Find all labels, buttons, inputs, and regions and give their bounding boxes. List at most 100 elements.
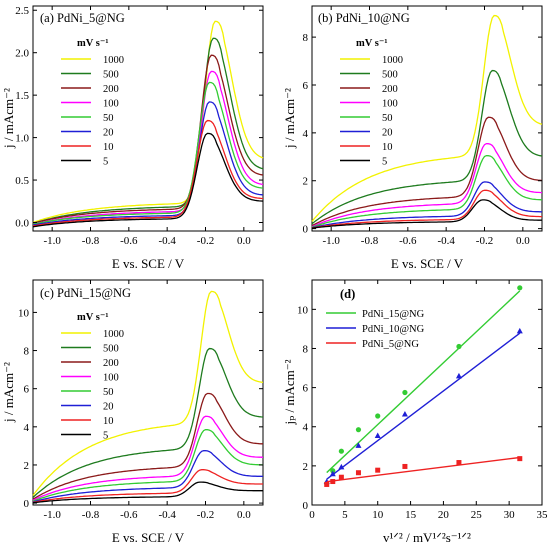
- legend-entry-label: 500: [382, 70, 398, 81]
- series-curve-20: [32, 101, 264, 226]
- series-curve-500: [311, 69, 543, 225]
- legend-title: mV s⁻¹: [77, 312, 109, 323]
- legend-entry-label: 10: [382, 142, 393, 153]
- y-tick-label: 2.5: [15, 5, 29, 17]
- panel-c-x-axis-label: E vs. SCE / V: [112, 530, 185, 545]
- y-tick-label: 6: [303, 383, 309, 395]
- panel-b-plot-frame: [311, 5, 543, 232]
- legend-entry-label: PdNi_15@NG: [362, 309, 425, 320]
- x-tick-label: -0.4: [437, 235, 455, 247]
- panel-b-x-axis-label: E vs. SCE / V: [391, 256, 464, 271]
- panel-b-ticks: -1.0 -0.8 -0.6 -0.4 -0.2 0.0 0 2 4 6 8: [303, 6, 542, 247]
- panel-b-curves: [311, 14, 543, 229]
- y-tick-label: 4: [303, 422, 309, 434]
- panel-c-plot-frame: [32, 279, 264, 506]
- panel-c: -1.0 -0.8 -0.6 -0.4 -0.2 0.0 0 2 4 6 8 10 mV s⁻¹ 100…: [1, 279, 264, 545]
- legend-entry-label: 20: [103, 402, 114, 413]
- x-tick-label: -0.6: [120, 235, 138, 247]
- data-point: [355, 442, 362, 448]
- series-curve-50: [32, 429, 263, 502]
- legend-entry-label: 20: [382, 128, 393, 139]
- x-tick-label: 20: [438, 509, 450, 521]
- series-curve-5: [32, 132, 264, 228]
- legend-entry-label: 200: [103, 84, 119, 95]
- y-tick-label: 6: [24, 384, 30, 396]
- data-point: [455, 372, 462, 379]
- series-curve-1000: [311, 14, 543, 222]
- series-curve-1000: [32, 290, 264, 496]
- legend-entry-label: 200: [103, 358, 119, 369]
- x-tick-label: -0.6: [120, 509, 138, 521]
- panel-a-ticks: -1.0 -0.8 -0.6 -0.4 -0.2 0.0 0.0 0.5 1.0 1.5 2.0 2.…: [15, 5, 263, 247]
- panel-c-y-axis-label: j / mAcm⁻²: [1, 362, 16, 423]
- y-tick-label: 0: [24, 498, 30, 510]
- panel-a-x-axis-label: E vs. SCE / V: [112, 256, 185, 271]
- panel-d-plot-frame: [311, 279, 543, 506]
- legend-entry-label: 5: [382, 157, 387, 168]
- y-tick-label: 2.0: [15, 48, 29, 60]
- panel-d-title: (d): [340, 287, 355, 301]
- fit-line-PdNi_10@NG: [326, 332, 521, 480]
- x-tick-label: 15: [405, 509, 417, 521]
- fit-line-PdNi_5@NG: [326, 456, 520, 483]
- x-tick-label: -0.4: [158, 509, 176, 521]
- data-point: [338, 448, 344, 454]
- data-point: [330, 479, 336, 485]
- series-curve-1000: [32, 20, 264, 224]
- data-point: [329, 470, 336, 477]
- x-tick-label: 25: [471, 509, 483, 521]
- panel-b-y-axis-label: j / mAcm⁻²: [282, 88, 297, 149]
- legend-entry-label: 200: [382, 84, 398, 95]
- series-curve-10: [32, 119, 264, 227]
- x-tick-label: -0.8: [82, 509, 100, 521]
- legend-entry-label: 20: [103, 128, 114, 139]
- series-curve-20: [32, 450, 264, 503]
- x-tick-label: 0.0: [237, 235, 251, 247]
- x-tick-label: 10: [372, 509, 384, 521]
- y-tick-label: 2: [303, 461, 309, 473]
- data-point: [517, 456, 523, 462]
- series-curve-100: [32, 415, 264, 501]
- series-curve-10: [311, 189, 542, 229]
- panel-a-y-axis-label: j / mAcm⁻²: [1, 88, 16, 149]
- data-point: [338, 463, 345, 470]
- legend-title: mV s⁻¹: [356, 38, 388, 49]
- data-point: [338, 474, 344, 480]
- panel-a-legend: mV s⁻¹ 1000 500 200 100 50 20 10 5: [61, 38, 124, 168]
- y-tick-label: 2: [303, 176, 309, 188]
- data-point: [402, 389, 408, 396]
- x-tick-label: 5: [342, 509, 348, 521]
- fit-line-PdNi_15@NG: [326, 290, 521, 474]
- data-point: [324, 481, 330, 487]
- legend-entry-label: 100: [382, 99, 398, 110]
- panel-c-title: (c) PdNi_15@NG: [40, 286, 131, 300]
- series-curve-100: [32, 70, 264, 225]
- data-point: [456, 343, 462, 350]
- legend-entry-label: 50: [382, 113, 393, 124]
- legend-entry-label: PdNi_10@NG: [362, 324, 425, 335]
- panel-d-x-axis-label: v¹ᐟ² / mV¹ᐟ²s⁻¹ᐟ²: [383, 530, 471, 545]
- y-tick-label: 8: [24, 346, 30, 358]
- legend-entry-label: 500: [103, 344, 119, 355]
- data-point: [355, 470, 361, 476]
- data-point: [456, 460, 462, 466]
- x-tick-label: -0.4: [158, 235, 176, 247]
- data-point: [516, 327, 523, 334]
- panel-b-legend: mV s⁻¹ 1000 500 200 100 50 20 10 5: [340, 38, 403, 168]
- legend-entry-label: 10: [103, 416, 114, 427]
- y-tick-label: 1.0: [15, 133, 29, 145]
- y-tick-label: 4: [303, 128, 309, 140]
- legend-entry-label: 100: [103, 99, 119, 110]
- panel-a-curves: [32, 20, 264, 228]
- panel-d-points: [323, 285, 523, 487]
- legend-entry-label: 100: [103, 373, 119, 384]
- y-tick-label: 0.5: [15, 175, 29, 187]
- data-point: [517, 285, 523, 291]
- x-tick-label: -1.0: [322, 235, 340, 247]
- data-point: [401, 411, 408, 417]
- y-tick-label: 0: [303, 500, 309, 512]
- legend-entry-label: 50: [103, 387, 114, 398]
- panel-d-legend: PdNi_15@NG PdNi_10@NG PdNi_5@NG: [326, 309, 425, 350]
- x-tick-label: -0.2: [476, 235, 493, 247]
